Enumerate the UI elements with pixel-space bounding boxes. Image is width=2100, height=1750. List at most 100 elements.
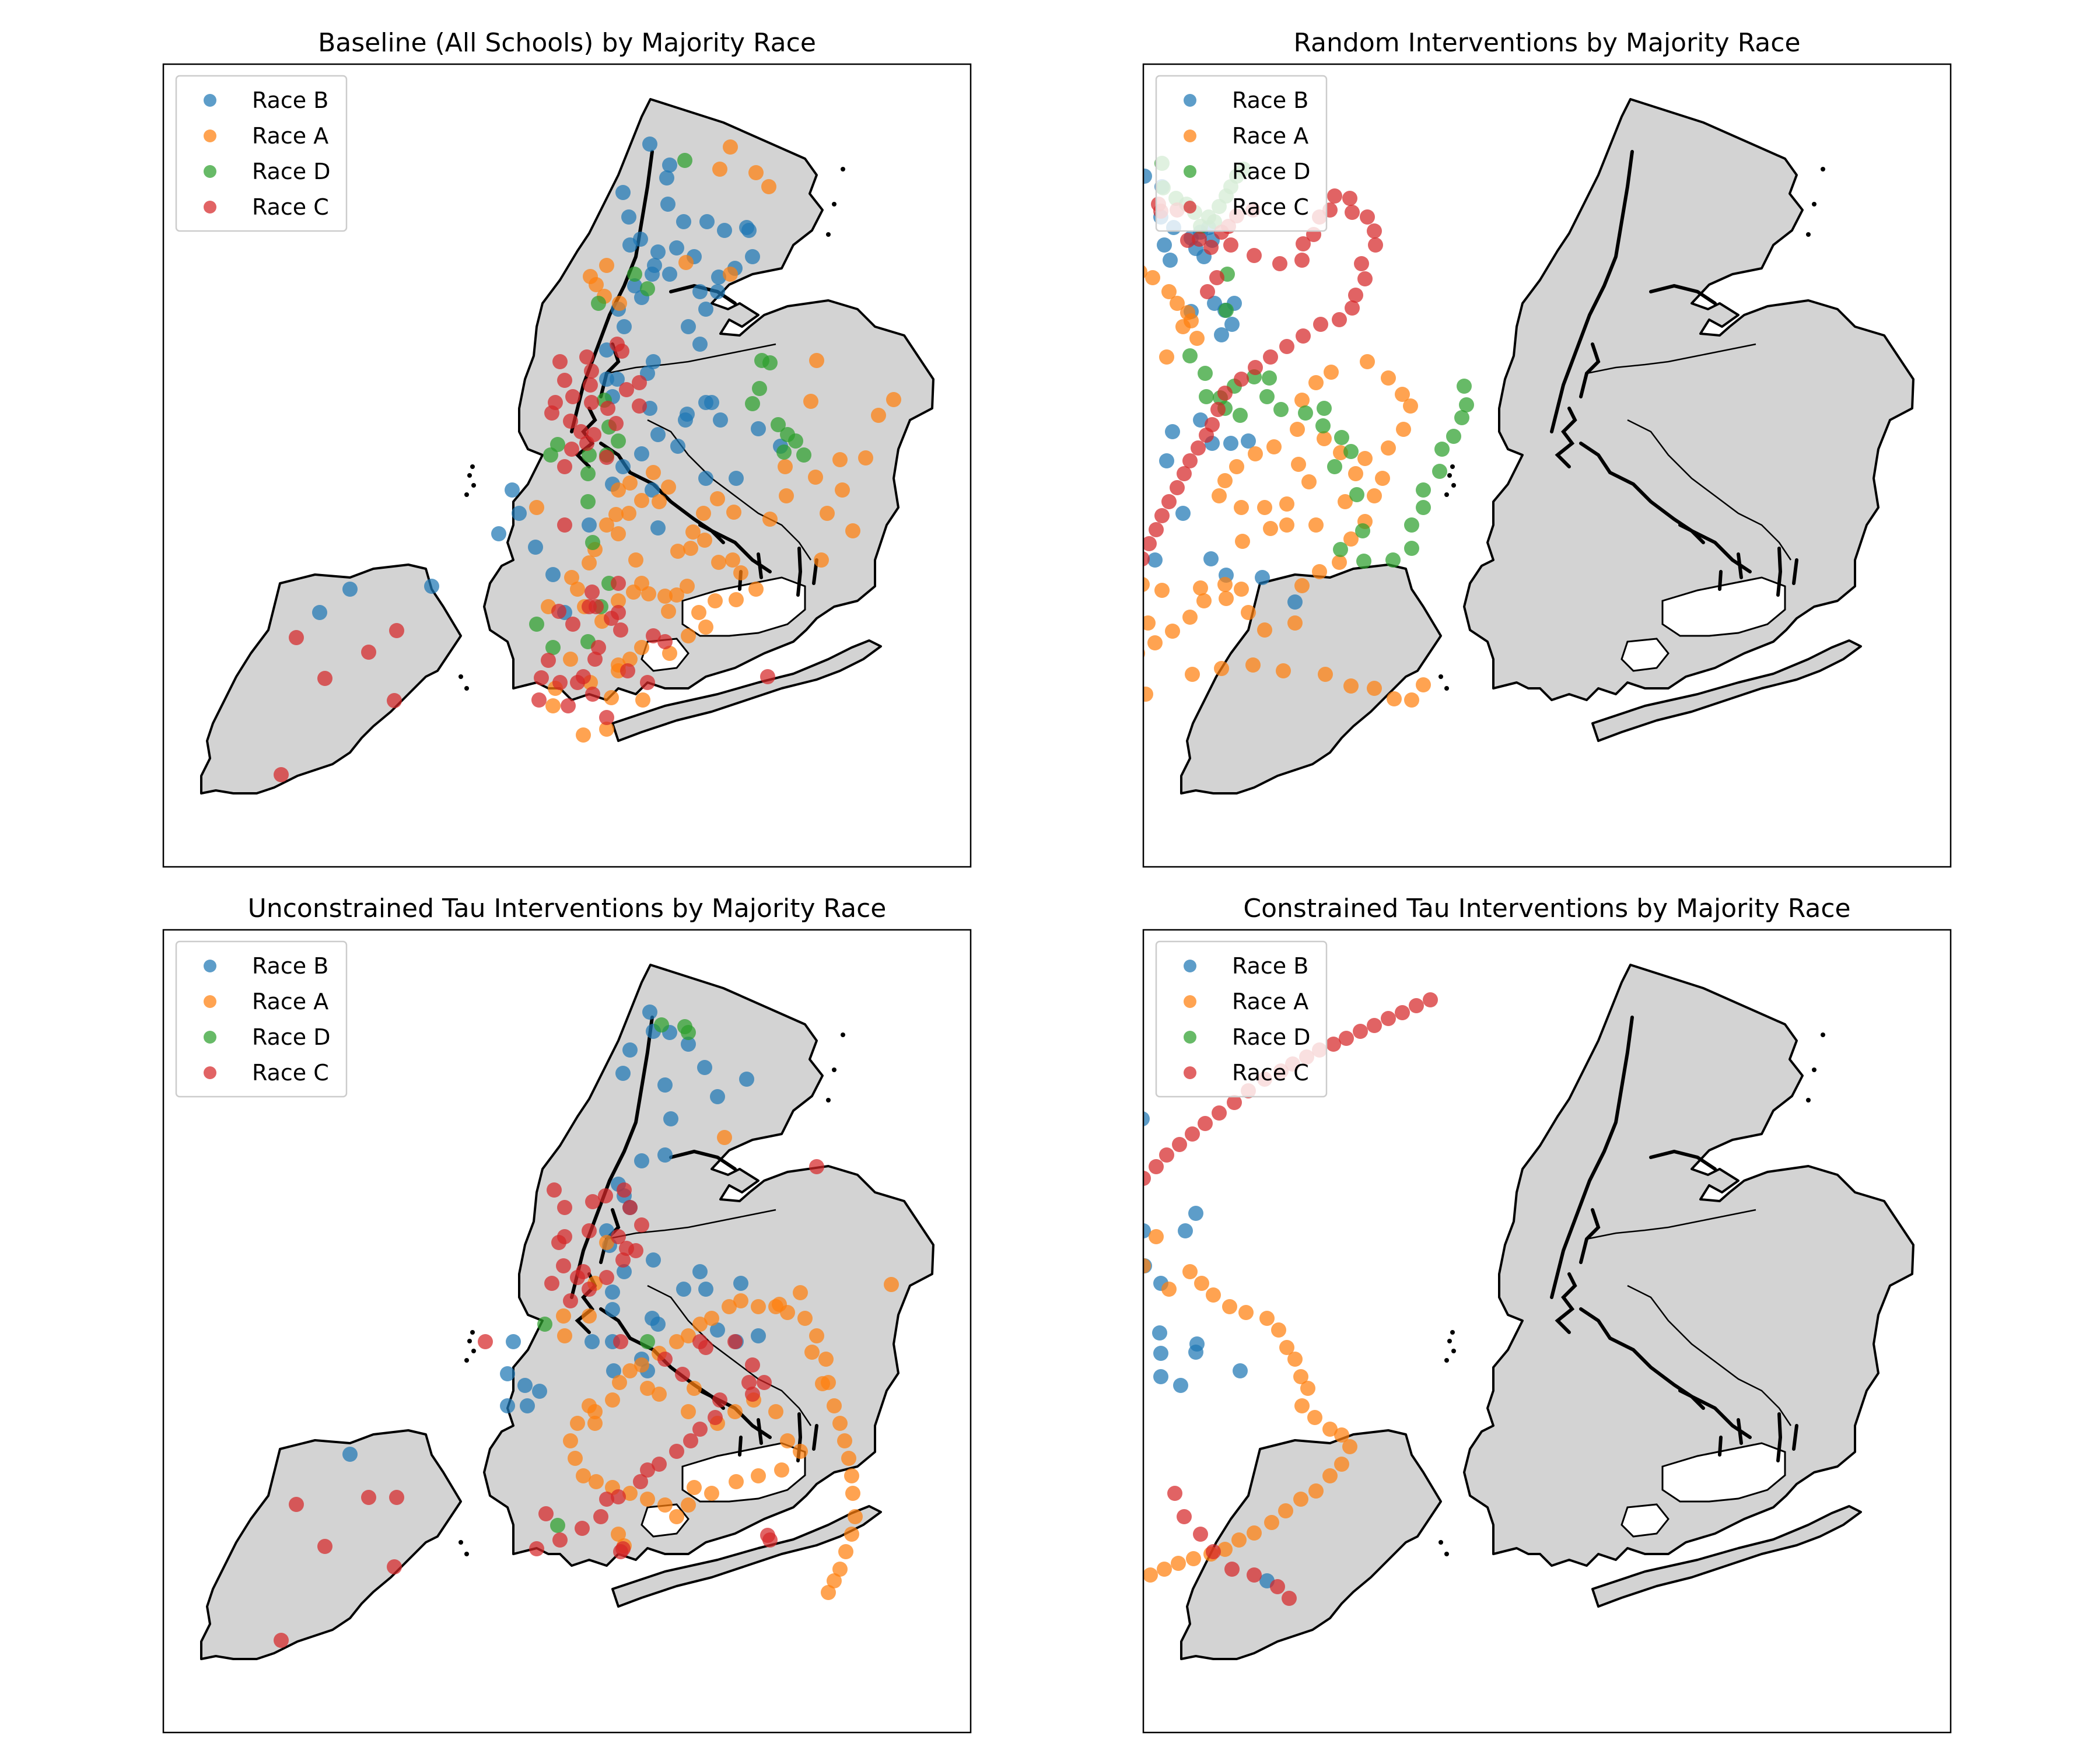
school-point-race-c xyxy=(1357,271,1373,286)
school-point-race-c xyxy=(628,1243,643,1258)
school-point-race-a xyxy=(768,1404,783,1419)
school-point-race-d xyxy=(1262,370,1277,386)
school-point-race-d xyxy=(1182,348,1198,363)
legend-label: Race D xyxy=(1232,1024,1310,1050)
borough-border xyxy=(1586,1209,1756,1240)
school-point-race-c xyxy=(1296,236,1311,251)
school-point-race-a xyxy=(696,506,711,521)
islet xyxy=(464,492,469,497)
school-point-race-b xyxy=(1094,541,1109,556)
school-point-race-d xyxy=(1315,418,1331,433)
school-point-race-c xyxy=(1076,680,1091,695)
school-point-race-b xyxy=(1055,470,1070,485)
school-point-race-b xyxy=(729,471,744,486)
school-point-race-c xyxy=(1367,223,1382,239)
school-point-race-b xyxy=(1143,198,1144,204)
school-point-race-c xyxy=(1026,1276,1041,1291)
school-point-race-c xyxy=(565,389,580,404)
school-point-race-a xyxy=(704,1311,719,1326)
school-point-race-a xyxy=(793,1444,808,1459)
school-point-race-b xyxy=(1083,494,1098,509)
school-point-race-b xyxy=(698,471,713,486)
school-point-race-a xyxy=(678,255,694,270)
school-point-race-a xyxy=(961,1672,976,1688)
islet xyxy=(1444,1358,1449,1363)
school-point-race-b xyxy=(1054,494,1069,509)
school-point-race-b xyxy=(599,1223,614,1238)
school-point-race-a xyxy=(748,582,764,597)
school-point-race-c xyxy=(1206,1544,1221,1559)
school-point-race-b xyxy=(1052,576,1067,591)
school-point-race-a xyxy=(1206,1287,1221,1303)
school-point-race-a xyxy=(712,162,727,177)
panels-root: Baseline (All Schools) by Majority Race R… xyxy=(162,28,1952,1734)
school-point-race-d xyxy=(796,447,811,463)
school-point-race-a xyxy=(1161,284,1177,299)
school-point-race-b xyxy=(646,354,661,369)
school-point-race-b xyxy=(717,223,732,238)
school-point-race-c xyxy=(633,1474,648,1489)
school-point-race-d xyxy=(1317,401,1332,416)
school-point-race-a xyxy=(1145,270,1160,285)
school-point-race-b xyxy=(710,1089,725,1104)
school-point-race-d xyxy=(654,1017,669,1032)
legend-marker-race-b xyxy=(204,94,216,107)
school-point-race-c xyxy=(1234,372,1249,387)
school-point-race-b xyxy=(1063,447,1079,463)
school-point-race-b xyxy=(1019,1416,1034,1431)
school-point-race-b xyxy=(692,1264,708,1279)
school-point-race-b xyxy=(710,284,725,299)
school-point-race-a xyxy=(1343,531,1359,547)
school-point-race-c xyxy=(552,1532,568,1548)
school-point-race-c xyxy=(926,1490,941,1505)
school-point-race-c xyxy=(552,675,568,690)
school-point-race-a xyxy=(723,139,738,155)
school-point-race-c xyxy=(1272,256,1287,271)
school-point-race-b xyxy=(1110,1070,1125,1086)
school-point-race-d xyxy=(1404,517,1419,533)
school-point-race-a xyxy=(587,1404,603,1419)
map-layer xyxy=(200,98,935,794)
school-point-race-d xyxy=(1028,1305,1044,1320)
school-point-race-c xyxy=(584,584,600,600)
school-point-race-c xyxy=(576,1264,591,1279)
school-point-race-a xyxy=(1338,494,1353,509)
legend-marker-race-c xyxy=(204,1066,216,1079)
school-point-race-a xyxy=(1293,1369,1308,1384)
school-point-race-c xyxy=(1006,1247,1021,1262)
school-point-race-b xyxy=(1018,1066,1033,1081)
school-point-race-b xyxy=(1214,327,1229,342)
school-point-race-a xyxy=(844,1468,859,1483)
river-channel xyxy=(669,1149,737,1171)
islet xyxy=(1444,1552,1449,1556)
school-point-race-a xyxy=(1182,1264,1198,1279)
school-point-race-a xyxy=(1300,1381,1315,1396)
school-point-race-a xyxy=(611,526,626,541)
school-point-race-c xyxy=(1128,565,1143,580)
school-point-race-c xyxy=(897,1539,912,1554)
school-point-race-c xyxy=(1296,328,1311,344)
school-point-race-c xyxy=(544,405,559,421)
school-point-race-c xyxy=(613,622,628,638)
school-point-race-c xyxy=(598,1188,613,1203)
legend-label: Race B xyxy=(252,88,328,113)
school-point-race-b xyxy=(615,459,631,474)
school-point-race-a xyxy=(697,533,712,548)
school-point-race-a xyxy=(886,392,901,407)
school-point-race-c xyxy=(387,1559,402,1574)
school-point-race-a xyxy=(646,465,661,480)
school-point-race-c xyxy=(809,1159,824,1174)
school-point-race-a xyxy=(1040,541,1055,556)
school-point-race-b xyxy=(642,1005,657,1020)
school-point-race-a xyxy=(1054,711,1069,726)
school-point-race-d xyxy=(580,466,596,481)
school-point-race-a xyxy=(612,1375,627,1390)
school-point-race-b xyxy=(1163,253,1178,268)
map-layer xyxy=(897,964,1915,1688)
school-point-race-b xyxy=(342,582,358,597)
school-point-race-a xyxy=(652,1387,667,1402)
school-point-race-b xyxy=(1088,1579,1103,1594)
school-point-race-c xyxy=(1095,1206,1110,1221)
school-point-race-b xyxy=(1083,1210,1098,1226)
school-point-race-b xyxy=(1089,1334,1104,1349)
